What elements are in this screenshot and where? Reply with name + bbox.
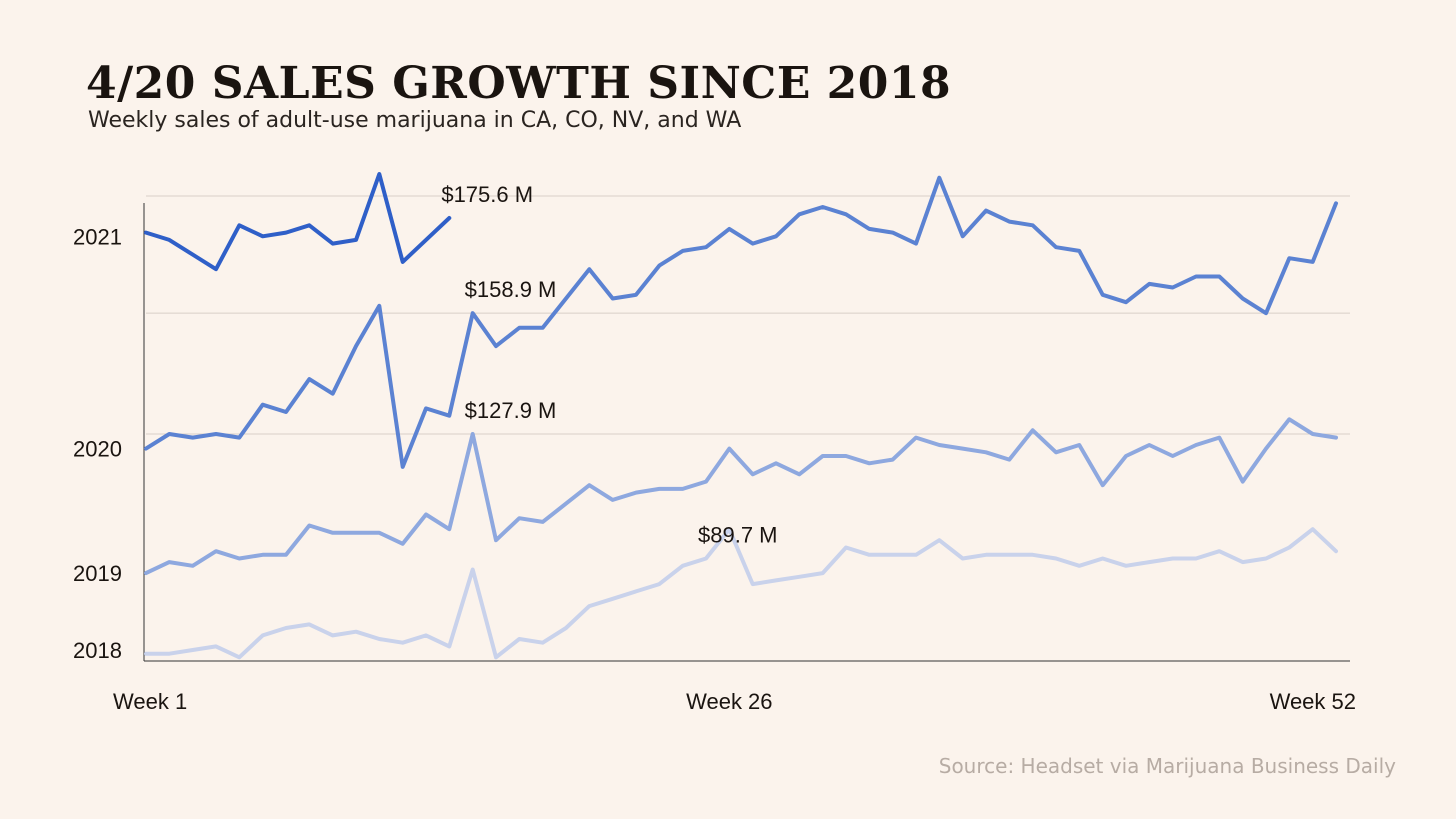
y-tick-label-2020: 2020 bbox=[73, 437, 122, 462]
x-tick-label-week-1: Week 1 bbox=[113, 689, 187, 714]
source-note: Source: Headset via Marijuana Business D… bbox=[938, 754, 1396, 778]
axes bbox=[143, 203, 1350, 662]
y-tick-label-2019: 2019 bbox=[73, 561, 122, 586]
series-line-2019 bbox=[144, 417, 1338, 576]
y-tick-label-2021: 2021 bbox=[73, 224, 122, 249]
annotation-2020: $158.9 M bbox=[465, 277, 557, 302]
x-tick-label-week-26: Week 26 bbox=[686, 689, 772, 714]
series-lines bbox=[144, 172, 1338, 660]
series-line-2018 bbox=[144, 527, 1338, 660]
y-tick-label-2018: 2018 bbox=[73, 638, 122, 663]
annotation-2019: $127.9 M bbox=[465, 398, 557, 423]
y-tick-labels: 2018 2019 2020 2021 bbox=[73, 224, 122, 663]
x-tick-labels: Week 1 Week 26 Week 52 bbox=[113, 689, 1356, 714]
gridlines bbox=[146, 195, 1350, 435]
annotations: $175.6 M $158.9 M $127.9 M $89.7 M bbox=[441, 182, 777, 548]
x-tick-label-week-52: Week 52 bbox=[1270, 689, 1356, 714]
series-line-2020 bbox=[144, 175, 1338, 469]
series-line-2021 bbox=[144, 172, 452, 272]
annotation-2018: $89.7 M bbox=[698, 522, 778, 547]
chart-title: 4/20 SALES GROWTH SINCE 2018 bbox=[86, 58, 952, 109]
chart-subtitle: Weekly sales of adult-use marijuana in C… bbox=[88, 108, 742, 133]
annotation-2021: $175.6 M bbox=[441, 182, 533, 207]
